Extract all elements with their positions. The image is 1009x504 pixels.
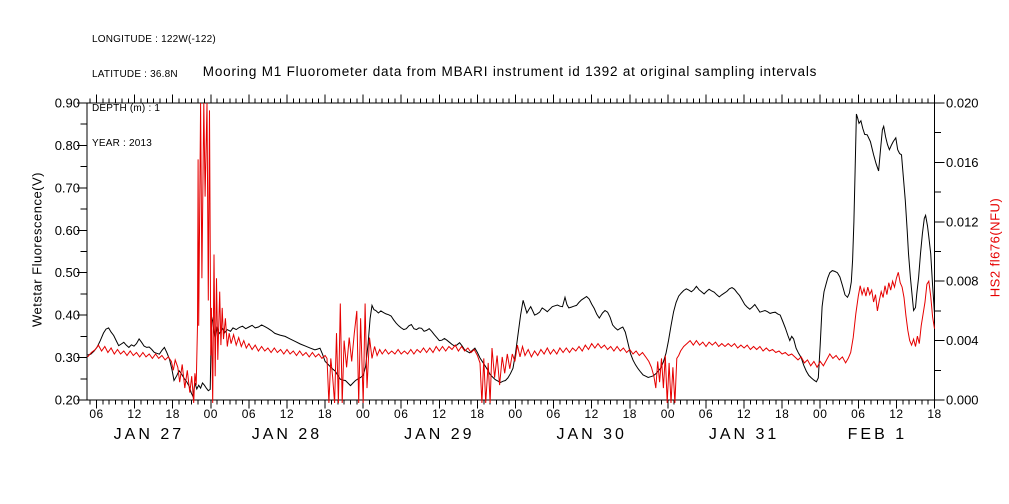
x-day-label: JAN 31 — [709, 426, 779, 443]
x-tick-label: 18 — [318, 407, 332, 421]
x-tick-label: 12 — [889, 407, 903, 421]
metadata-latitude: LATITUDE : 36.8N — [92, 68, 178, 80]
chart-title: Mooring M1 Fluorometer data from MBARI i… — [202, 64, 818, 79]
x-tick-label: 12 — [280, 407, 294, 421]
y-left-tick-label: 0.60 — [55, 223, 80, 238]
y-left-tick-label: 0.50 — [55, 265, 80, 280]
x-tick-label: 00 — [204, 407, 218, 421]
x-tick-label: 18 — [470, 407, 484, 421]
y-left-tick-label: 0.20 — [55, 393, 80, 408]
x-tick-label: 06 — [851, 407, 865, 421]
x-tick-label: 06 — [699, 407, 713, 421]
plot-border — [86, 102, 935, 401]
y-right-tick-label: 0.016 — [946, 155, 979, 170]
y-right-tick-label: 0.000 — [946, 393, 979, 408]
x-tick-label: 00 — [356, 407, 370, 421]
x-day-label: JAN 30 — [556, 426, 626, 443]
x-tick-label: 06 — [89, 407, 103, 421]
x-tick-label: 18 — [775, 407, 789, 421]
x-day-label: JAN 28 — [252, 426, 322, 443]
y-right-tick-label: 0.020 — [946, 96, 979, 111]
x-day-label: JAN 27 — [114, 426, 184, 443]
x-day-label: JAN 29 — [404, 426, 474, 443]
y-right-tick-label: 0.008 — [946, 274, 979, 289]
y-left-tick-label: 0.90 — [55, 96, 80, 111]
x-tick-label: 06 — [546, 407, 560, 421]
x-tick-label: 18 — [166, 407, 180, 421]
hs2-series-line — [87, 102, 935, 404]
x-tick-label: 18 — [623, 407, 637, 421]
x-tick-label: 00 — [661, 407, 675, 421]
y-right-tick-label: 0.012 — [946, 214, 979, 229]
station-metadata: LONGITUDE : 122W(-122) LATITUDE : 36.8N … — [92, 11, 216, 172]
metadata-depth: DEPTH (m) : 1 — [92, 103, 161, 114]
x-tick-label: 12 — [127, 407, 141, 421]
y-right-tick-label: 0.004 — [946, 333, 979, 348]
x-tick-label: 12 — [585, 407, 599, 421]
x-tick-label: 00 — [508, 407, 522, 421]
y-left-tick-label: 0.70 — [55, 180, 80, 195]
y-left-tick-label: 0.30 — [55, 350, 80, 365]
x-tick-label: 12 — [737, 407, 751, 421]
metadata-year: YEAR : 2013 — [92, 137, 153, 149]
y-left-tick-label: 0.80 — [55, 138, 80, 153]
x-tick-label: 12 — [432, 407, 446, 421]
x-tick-label: 18 — [927, 407, 941, 421]
x-tick-label: 06 — [394, 407, 408, 421]
metadata-longitude: LONGITUDE : 122W(-122) — [92, 34, 216, 45]
x-day-label: FEB 1 — [848, 426, 907, 443]
x-tick-label: 00 — [813, 407, 827, 421]
y-left-tick-label: 0.40 — [55, 308, 80, 323]
x-tick-label: 06 — [242, 407, 256, 421]
